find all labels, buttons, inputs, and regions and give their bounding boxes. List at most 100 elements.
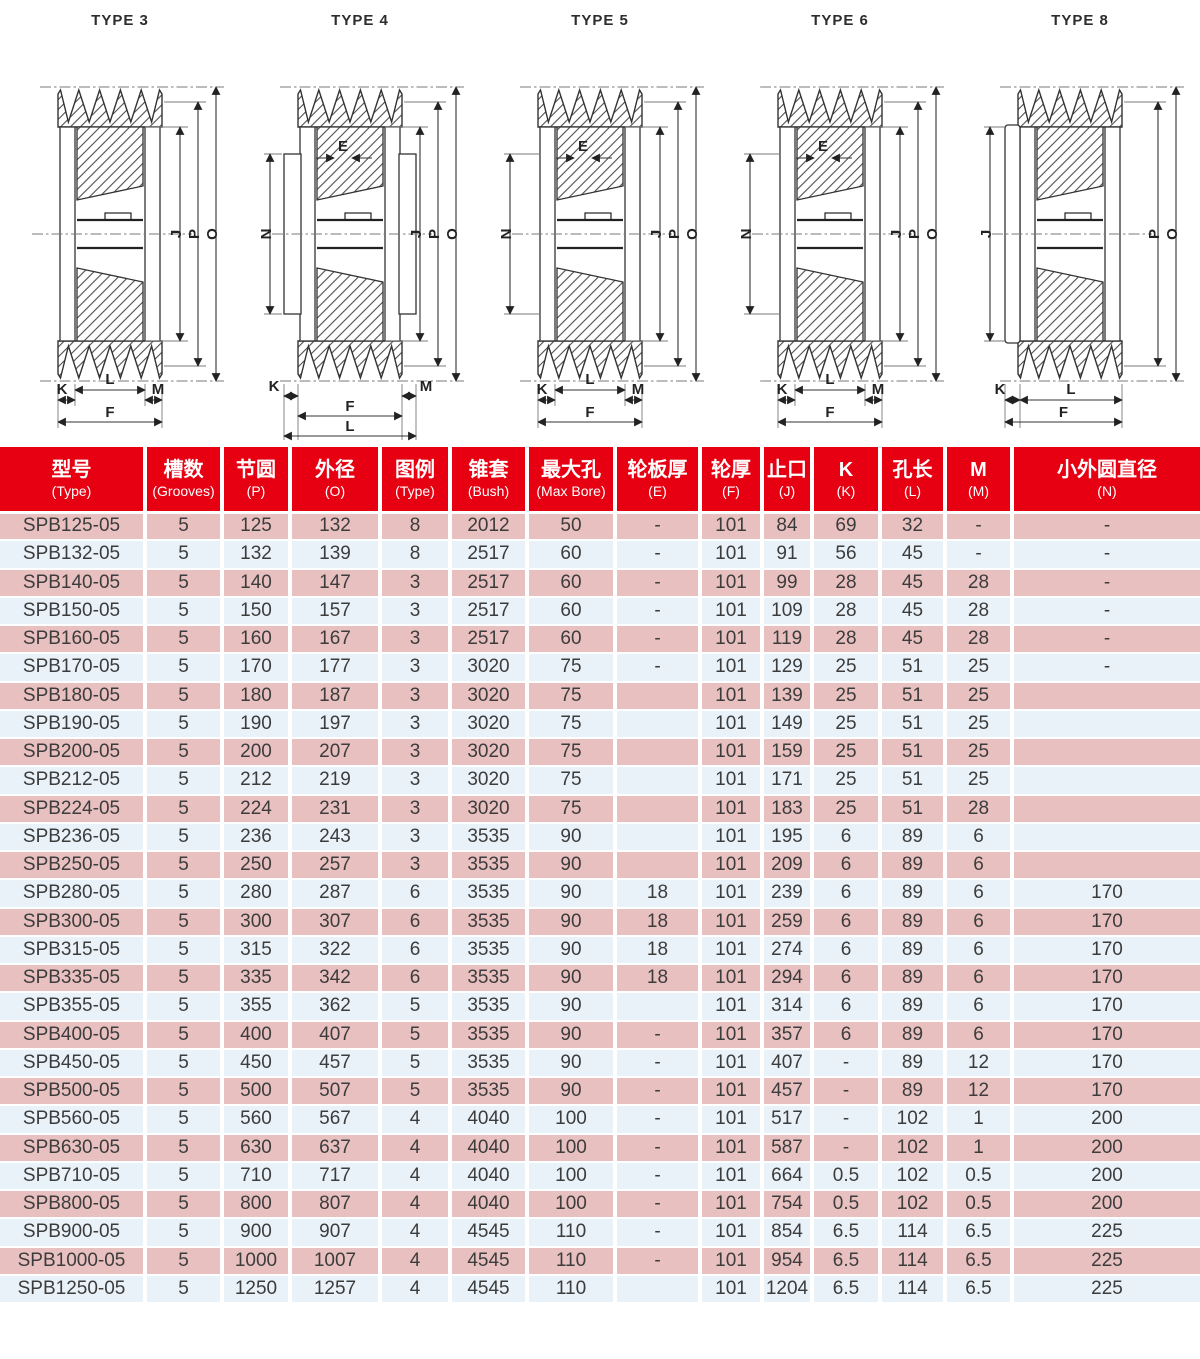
table-cell: 84 [760,510,814,542]
table-cell: 28 [943,567,1014,598]
table-cell: 109 [760,595,814,627]
table-cell: 190 [220,708,292,740]
model-cell: SPB560-05 [0,1104,147,1135]
svg-text:J: J [648,230,665,238]
table-cell: 60 [525,567,617,598]
table-cell: 407 [760,1047,814,1079]
table-cell: - [1010,567,1200,598]
table-row: SPB400-05 5 400 407 5 3535 90-101 357 6 89 6 170 [0,1019,1200,1050]
diagram-title: TYPE 4 [331,12,389,29]
table-cell: 101 [698,934,764,966]
table-cell: 637 [288,1132,382,1163]
table-cell: 3535 [448,962,529,994]
table-cell: 170 [220,652,292,683]
table-cell: 3 [378,708,452,740]
table-cell: - [613,1047,702,1079]
table-cell: 102 [878,1160,947,1192]
table-cell: 854 [760,1217,814,1248]
table-cell: 25 [810,708,882,740]
table-cell: 8 [378,510,452,542]
model-cell: SPB236-05 [0,821,147,853]
svg-text:J: J [978,230,995,238]
table-row: SPB190-05 5 190 197 3 3020 75 101 149 25 51 25 [0,708,1200,740]
model-cell: SPB315-05 [0,934,147,966]
table-cell: 3020 [448,765,529,796]
table-cell: 75 [525,736,617,768]
table-cell: 3535 [448,906,529,937]
table-cell: 89 [878,1075,947,1107]
table-cell: 357 [760,1019,814,1050]
table-cell: 5 [143,878,224,909]
table-cell: 5 [143,595,224,627]
table-cell: 212 [220,765,292,796]
table-cell [613,736,702,768]
spec-table-header: 型号 (Type) 槽数 (Grooves) 节圆 (P) 外径 (O) 图例 (Type) 锥套(… [0,447,1200,512]
table-cell: 500 [220,1075,292,1107]
table-cell: 101 [698,510,764,542]
table-row: SPB1000-05 5 1000 1007 4 4545 110-101 954 6.5 114… [0,1245,1200,1276]
table-cell: 3535 [448,821,529,853]
table-cell: 4 [378,1132,452,1163]
svg-text:M: M [420,378,433,395]
table-cell: 89 [878,821,947,853]
table-cell: 5 [143,765,224,796]
svg-text:E: E [818,138,828,155]
table-cell: 101 [698,539,764,570]
table-cell: 6 [810,821,882,853]
table-cell: 101 [698,793,764,824]
table-cell: 102 [878,1132,947,1163]
table-cell: 5 [143,1188,224,1220]
table-cell: 200 [1010,1160,1200,1192]
model-cell: SPB224-05 [0,793,147,824]
model-cell: SPB630-05 [0,1132,147,1163]
table-cell: - [1010,652,1200,683]
table-row: SPB450-05 5 450 457 5 3535 90-101 407-89 12 170 [0,1047,1200,1079]
table-cell: 5 [143,623,224,655]
table-cell: 170 [1010,1047,1200,1079]
table-cell: 322 [288,934,382,966]
table-cell: 6 [810,991,882,1022]
table-cell: 170 [1010,878,1200,909]
svg-text:P: P [426,229,443,239]
svg-text:E: E [578,138,588,155]
svg-text:L: L [585,371,594,388]
svg-text:K: K [995,381,1006,398]
table-cell [1010,736,1200,768]
column-header-bush: 锥套 (Bush) [448,447,529,512]
table-cell: 101 [698,991,764,1022]
table-cell: 147 [288,567,382,598]
table-cell: 5 [143,652,224,683]
table-cell: 307 [288,906,382,937]
table-cell: 170 [1010,934,1200,966]
table-cell: 2517 [448,539,529,570]
table-cell: 207 [288,736,382,768]
table-cell: 90 [525,906,617,937]
table-cell: - [613,623,702,655]
table-cell: 800 [220,1188,292,1220]
table-cell: 5 [143,680,224,711]
table-cell: 362 [288,991,382,1022]
table-cell: 5 [143,567,224,598]
model-cell: SPB355-05 [0,991,147,1022]
table-cell: 4 [378,1245,452,1276]
table-cell: 90 [525,1075,617,1107]
table-cell: 119 [760,623,814,655]
table-cell: 6 [810,878,882,909]
table-cell: 5 [143,510,224,542]
table-cell: 4 [378,1217,452,1248]
table-cell: 187 [288,680,382,711]
table-cell: 51 [878,680,947,711]
table-cell: 6 [378,906,452,937]
table-cell: 280 [220,878,292,909]
table-cell [1010,821,1200,853]
table-cell: 5 [143,736,224,768]
pulley-drawing: J P O N E K F M L [258,86,464,441]
table-row: SPB180-05 5 180 187 3 3020 75 101 139 25 51 25 [0,680,1200,711]
table-cell: 101 [698,1019,764,1050]
column-header-e: 轮板厚 (E) [613,447,702,512]
table-cell [613,1273,702,1305]
table-cell: 90 [525,849,617,881]
table-cell: 5 [378,991,452,1022]
table-cell: 139 [288,539,382,570]
